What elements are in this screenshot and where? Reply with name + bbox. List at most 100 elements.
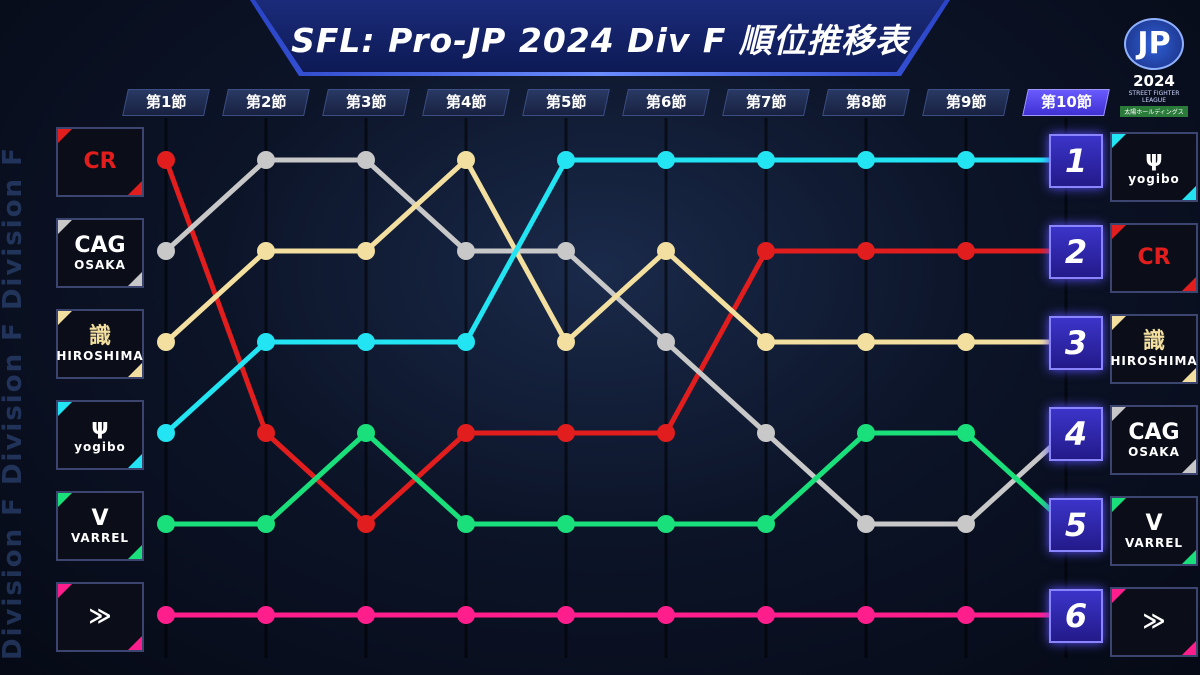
title-banner bbox=[255, 0, 945, 72]
point-VARREL-8 bbox=[857, 424, 875, 442]
point-HIROSHIMA-7 bbox=[757, 333, 775, 351]
sponsor-badge: 太陽ホールディングス bbox=[1120, 106, 1188, 117]
team-accent-corner bbox=[128, 272, 142, 286]
team-accent-corner bbox=[1182, 277, 1196, 291]
team-logo-name: VARREL bbox=[70, 531, 130, 545]
round-label-7: 第7節 bbox=[722, 89, 810, 116]
team-accent-corner bbox=[1182, 641, 1196, 655]
league-logo: JP 2024 STREET FIGHTER LEAGUE 太陽ホールディングス bbox=[1120, 18, 1188, 117]
point-yogibo-4 bbox=[457, 333, 475, 351]
team-logo-mark: V bbox=[91, 506, 109, 531]
team-logo-mark: 識 bbox=[1142, 329, 1165, 354]
right-team-logo-2: CR bbox=[1110, 223, 1198, 293]
point-HIROSHIMA-1 bbox=[157, 333, 175, 351]
point-HIROSHIMA-6 bbox=[657, 242, 675, 260]
team-accent-corner bbox=[58, 402, 72, 416]
point-VARREL-6 bbox=[657, 515, 675, 533]
point-yogibo-3 bbox=[357, 333, 375, 351]
point-HIROSHIMA-2 bbox=[257, 242, 275, 260]
team-accent-corner bbox=[58, 493, 72, 507]
point-yogibo-1 bbox=[157, 424, 175, 442]
point-VARREL-1 bbox=[157, 515, 175, 533]
point-HIROSHIMA-8 bbox=[857, 333, 875, 351]
team-logo-name: VARREL bbox=[1124, 536, 1184, 550]
team-logo-mark: ψ bbox=[1145, 147, 1163, 172]
page-title: SFL: Pro-JP 2024 Div F 順位推移表 bbox=[291, 21, 909, 60]
team-logo-mark: CR bbox=[83, 149, 117, 174]
team-accent-corner bbox=[128, 545, 142, 559]
round-label-6: 第6節 bbox=[622, 89, 710, 116]
point-pink_team-9 bbox=[957, 606, 975, 624]
round-label-5: 第5節 bbox=[522, 89, 610, 116]
rank-line-chart bbox=[157, 118, 1068, 658]
point-CR-9 bbox=[957, 242, 975, 260]
team-logo-name: yogibo bbox=[1128, 172, 1180, 186]
left-team-logo-3: 識 HIROSHIMA bbox=[56, 309, 144, 379]
round-label-3: 第3節 bbox=[322, 89, 410, 116]
team-logo-mark: 識 bbox=[88, 324, 111, 349]
team-logo-name: HIROSHIMA bbox=[1110, 354, 1198, 368]
point-CAG-4 bbox=[457, 242, 475, 260]
point-pink_team-3 bbox=[357, 606, 375, 624]
team-logo-mark: V bbox=[1145, 511, 1163, 536]
team-logo-name: OSAKA bbox=[1128, 445, 1180, 459]
left-team-logo-1: CR bbox=[56, 127, 144, 197]
point-CR-1 bbox=[157, 151, 175, 169]
team-logo-name: yogibo bbox=[74, 440, 126, 454]
round-label-1: 第1節 bbox=[122, 89, 210, 116]
point-HIROSHIMA-3 bbox=[357, 242, 375, 260]
point-yogibo-5 bbox=[557, 151, 575, 169]
point-CR-4 bbox=[457, 424, 475, 442]
point-CAG-7 bbox=[757, 424, 775, 442]
team-accent-corner bbox=[128, 454, 142, 468]
point-pink_team-2 bbox=[257, 606, 275, 624]
point-pink_team-7 bbox=[757, 606, 775, 624]
team-accent-corner bbox=[1112, 225, 1126, 239]
right-team-logo-1: ψ yogibo bbox=[1110, 132, 1198, 202]
team-accent-corner bbox=[58, 584, 72, 598]
point-yogibo-2 bbox=[257, 333, 275, 351]
point-pink_team-1 bbox=[157, 606, 175, 624]
round-label-9: 第9節 bbox=[922, 89, 1010, 116]
team-logo-name: HIROSHIMA bbox=[56, 349, 144, 363]
point-CR-5 bbox=[557, 424, 575, 442]
team-accent-corner bbox=[128, 363, 142, 377]
team-accent-corner bbox=[1182, 550, 1196, 564]
series-line-HIROSHIMA bbox=[164, 157, 1066, 345]
round-label-10: 第10節 bbox=[1022, 89, 1110, 116]
team-logo-mark: ≫ bbox=[88, 604, 112, 629]
point-CAG-2 bbox=[257, 151, 275, 169]
point-CAG-1 bbox=[157, 242, 175, 260]
league-logo-sub: STREET FIGHTER LEAGUE bbox=[1128, 90, 1180, 104]
team-accent-corner bbox=[58, 311, 72, 325]
league-logo-year: 2024 bbox=[1133, 72, 1175, 90]
point-CAG-5 bbox=[557, 242, 575, 260]
point-CR-6 bbox=[657, 424, 675, 442]
point-HIROSHIMA-9 bbox=[957, 333, 975, 351]
team-accent-corner bbox=[128, 636, 142, 650]
point-VARREL-7 bbox=[757, 515, 775, 533]
final-rank-3: 3 bbox=[1049, 316, 1103, 370]
team-accent-corner bbox=[1112, 316, 1126, 330]
point-HIROSHIMA-5 bbox=[557, 333, 575, 351]
rank-chart-area bbox=[140, 118, 1100, 658]
point-VARREL-2 bbox=[257, 515, 275, 533]
point-VARREL-9 bbox=[957, 424, 975, 442]
point-CR-3 bbox=[357, 515, 375, 533]
point-yogibo-7 bbox=[757, 151, 775, 169]
final-rank-6: 6 bbox=[1049, 589, 1103, 643]
final-rank-4: 4 bbox=[1049, 407, 1103, 461]
left-team-logo-5: V VARREL bbox=[56, 491, 144, 561]
left-team-logo-6: ≫ bbox=[56, 582, 144, 652]
team-logo-mark: CAG bbox=[74, 233, 126, 258]
right-team-logo-5: V VARREL bbox=[1110, 496, 1198, 566]
team-logo-mark: ψ bbox=[91, 415, 109, 440]
team-accent-corner bbox=[1112, 134, 1126, 148]
final-rank-5: 5 bbox=[1049, 498, 1103, 552]
team-accent-corner bbox=[1112, 498, 1126, 512]
point-yogibo-9 bbox=[957, 151, 975, 169]
right-team-logo-6: ≫ bbox=[1110, 587, 1198, 657]
team-accent-corner bbox=[1112, 407, 1126, 421]
point-pink_team-6 bbox=[657, 606, 675, 624]
round-label-4: 第4節 bbox=[422, 89, 510, 116]
